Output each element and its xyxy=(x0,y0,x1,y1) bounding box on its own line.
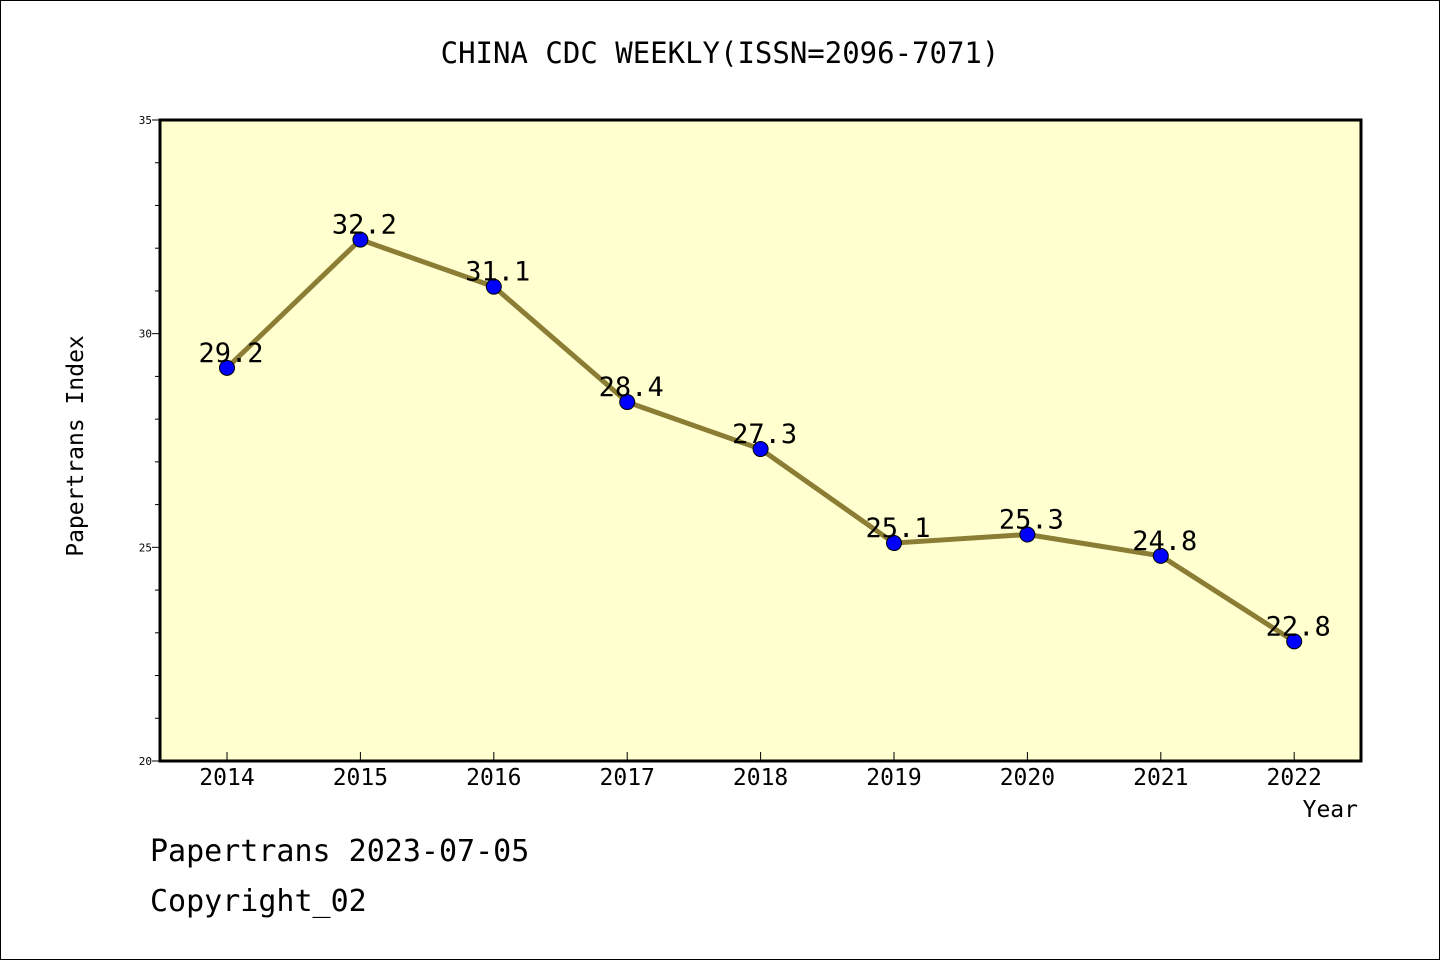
data-point xyxy=(219,359,235,376)
y-axis: 20 25 30 35 xyxy=(139,114,160,768)
x-tick-label: 2018 xyxy=(733,765,788,791)
x-tick-label: 2019 xyxy=(866,765,921,791)
y-tick-label: 20 xyxy=(139,755,152,768)
data-label: 31.1 xyxy=(465,257,530,288)
data-point xyxy=(619,394,636,411)
x-tick-label: 2022 xyxy=(1267,765,1322,791)
data-label: 25.3 xyxy=(999,505,1064,536)
data-label: 29.2 xyxy=(198,338,263,369)
plot-area xyxy=(160,120,1361,761)
data-point xyxy=(1286,633,1303,650)
data-label: 22.8 xyxy=(1266,611,1331,642)
data-point xyxy=(485,278,502,295)
data-label: 32.2 xyxy=(332,210,397,241)
data-point xyxy=(1019,526,1036,543)
y-tick-label: 25 xyxy=(139,541,152,554)
data-point xyxy=(352,231,369,248)
data-label: 27.3 xyxy=(732,419,797,450)
data-label: 24.8 xyxy=(1132,526,1197,557)
x-tick-label: 2021 xyxy=(1133,765,1188,791)
x-tick-label: 2016 xyxy=(466,765,521,791)
data-label: 25.1 xyxy=(865,513,930,544)
data-labels: 29.2 32.2 31.1 28.4 27.3 25.1 25.3 24.8 22.8 xyxy=(198,210,1330,643)
data-point xyxy=(1152,547,1169,564)
x-axis: 2014 2015 2016 2017 2018 2019 2020 2021 2022 xyxy=(199,752,1322,791)
data-label: 28.4 xyxy=(599,372,664,403)
series-markers xyxy=(219,231,1303,650)
data-point xyxy=(886,535,902,552)
x-axis-label: Year xyxy=(1302,797,1358,823)
x-tick-label: 2020 xyxy=(1000,765,1055,791)
data-point xyxy=(752,441,769,458)
x-tick-label: 2015 xyxy=(333,765,388,791)
footer-copyright: Copyright_02 xyxy=(150,884,367,919)
footer-date: Papertrans 2023-07-05 xyxy=(150,834,530,869)
y-tick-label: 30 xyxy=(139,328,152,341)
plot-border xyxy=(158,118,1363,763)
y-tick-label: 35 xyxy=(139,114,152,127)
chart-title: CHINA CDC WEEKLY(ISSN=2096-7071) xyxy=(440,36,1000,70)
x-tick-label: 2017 xyxy=(600,765,655,791)
x-tick-label: 2014 xyxy=(199,765,254,791)
